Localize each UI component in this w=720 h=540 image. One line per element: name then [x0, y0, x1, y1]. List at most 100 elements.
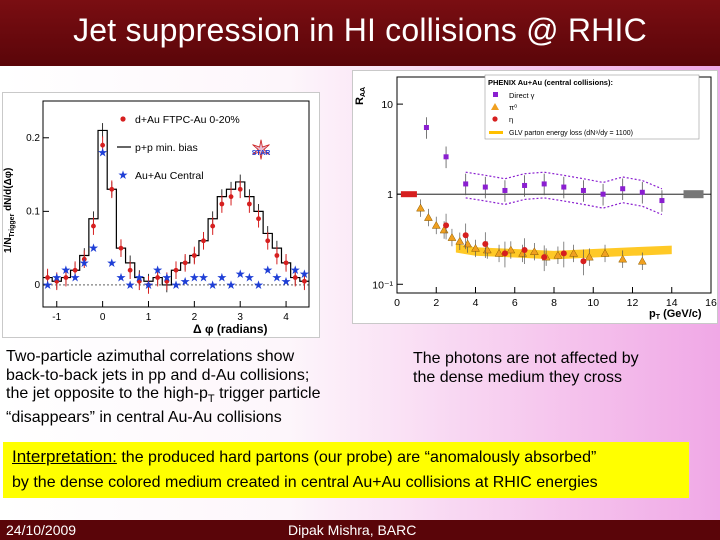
star-auau-point: ★ [70, 271, 81, 285]
star-dau-point [191, 253, 197, 258]
star-dau-point [100, 142, 106, 148]
star-dau-point [54, 278, 60, 284]
phenix-x-tick-label: 6 [512, 297, 518, 309]
right-caption-line: The photons are not affected by [413, 350, 639, 367]
star-logo-label: STAR [252, 150, 271, 157]
phenix-pi0-point [600, 248, 610, 257]
star-auau-point: ★ [235, 267, 246, 281]
star-auau-point: ★ [97, 146, 108, 160]
phenix-direct-point [502, 187, 508, 193]
star-dau-point [292, 275, 298, 280]
star-auau-point: ★ [272, 271, 283, 285]
star-auau-point: ★ [79, 256, 90, 270]
interpretation-box: Interpretation: the produced hard parton… [3, 442, 689, 498]
legend-auau-label: Au+Au Central [135, 170, 204, 182]
star-auau-point: ★ [198, 271, 209, 285]
phenix-x-tick-label: 10 [587, 297, 599, 309]
footer-bar: 24/10/2009 Dipak Mishra, BARC [0, 520, 720, 540]
left-caption-line: “disappears” in central Au-Au collisions [6, 408, 282, 426]
star-y-tick-label: 0 [34, 280, 40, 291]
phenix-legend: PHENIX Au+Au (central collisions): Direct… [484, 74, 700, 140]
phenix-pi0-point [584, 252, 594, 261]
legend-auau-marker: ★ [118, 168, 129, 182]
star-auau-point: ★ [152, 263, 163, 277]
phenix-pi0-point [494, 248, 504, 257]
phenix-direct-point [423, 125, 429, 131]
phenix-direct-point [541, 181, 547, 187]
phenix-x-tick-label: 8 [551, 297, 557, 309]
footer-author: Dipak Mishra, BARC [288, 522, 417, 538]
phenix-y-tick-label: 1 [387, 189, 393, 201]
phenix-eta-point [482, 240, 489, 247]
star-dau-point [146, 282, 151, 288]
phenix-norm-box-left [400, 191, 417, 198]
star-auau-point: ★ [253, 278, 264, 292]
star-dau-point [210, 223, 216, 229]
star-dau-point [283, 260, 289, 266]
phenix-pi0-point [431, 220, 441, 229]
phenix-direct-point [659, 198, 665, 204]
phenix-direct-point [580, 187, 586, 193]
legend-glv-label: GLV parton energy loss (dN⁹/dy = 1100) [509, 130, 633, 137]
phenix-x-tick-label: 12 [627, 297, 639, 309]
star-dau-point [109, 186, 115, 192]
star-auau-point: ★ [189, 271, 200, 285]
phenix-eta-point [541, 254, 548, 261]
star-correlation-chart: -1 0 1 2 3 4 0 0.1 0.2 ★ ★ ★ ★ ★ ★ ★ ★ ★ ★ ★ ★ ★ ★ ★ ★ ★ ★ ★ ★ ★ ★ ★ ★ ★… [2, 92, 320, 338]
phenix-pi0-point [618, 254, 628, 263]
phenix-marks [416, 117, 672, 276]
phenix-pi0-point [447, 233, 457, 241]
star-x-tick-label: -1 [52, 312, 61, 323]
legend-eta-marker [492, 116, 498, 122]
star-dau-point [173, 267, 179, 273]
phenix-xlabel: pT (GeV/c) [649, 308, 702, 321]
phenix-direct-point [561, 184, 567, 190]
star-dau-point [302, 278, 307, 284]
left-caption-line: back-to-back jets in pp and d-Au collisi… [6, 366, 310, 384]
phenix-pi0-point [416, 203, 425, 212]
star-auau-point: ★ [290, 263, 301, 277]
phenix-direct-lower-band [465, 197, 663, 216]
phenix-direct-upper-band [465, 171, 663, 190]
star-marks: ★★★★★★★★★★★★★★★★★★★★★★★★★★★★★ [42, 123, 310, 294]
star-dau-point [182, 260, 188, 266]
star-logo-icon: ✶ [250, 135, 272, 165]
star-dau-point [81, 256, 87, 262]
star-auau-point: ★ [171, 278, 182, 292]
star-auau-point: ★ [244, 271, 255, 285]
phenix-pi0-point [455, 236, 465, 245]
phenix-direct-point [620, 186, 626, 192]
star-dau-point [155, 275, 161, 280]
phenix-x-tick-label: 14 [666, 297, 678, 309]
phenix-eta-point [462, 232, 469, 239]
star-x-tick-label: 4 [283, 312, 289, 323]
star-auau-point: ★ [226, 278, 237, 292]
phenix-eta-point [443, 222, 450, 229]
slide-title: Jet suppression in HI collisions @ RHIC [73, 12, 647, 48]
star-auau-point: ★ [299, 267, 310, 281]
phenix-raa-chart: 0 2 4 6 8 10 12 14 16 10⁻¹ 1 10 PHENIX Au+Au (centr… [352, 70, 718, 324]
phenix-ylabel: RAA [354, 87, 367, 105]
star-x-tick-label: 2 [192, 312, 198, 323]
star-x-tick-label: 0 [100, 312, 106, 323]
star-auau-point: ★ [180, 274, 191, 288]
phenix-x-tick-label: 2 [433, 297, 439, 309]
legend-dau-label: d+Au FTPC-Au 0-20% [135, 114, 240, 126]
left-caption: Two-particle azimuthal correlations show… [6, 348, 366, 427]
legend-dau-marker [120, 116, 126, 122]
star-dau-point [136, 278, 142, 284]
star-xlabel: Δ φ (radians) [193, 322, 268, 336]
phenix-direct-point [639, 189, 645, 195]
legend-pi0-marker [491, 103, 499, 110]
star-dau-point [118, 245, 124, 251]
star-auau-point: ★ [262, 263, 273, 277]
star-auau-point: ★ [134, 271, 145, 285]
star-dau-point [246, 201, 252, 207]
phenix-eta-point [501, 250, 508, 257]
interpretation-heading: Interpretation: [12, 447, 117, 466]
phenix-eta-point [580, 258, 587, 265]
star-legend: d+Au FTPC-Au 0-20% p+p min. bias ★ Au+Au Ce… [117, 114, 272, 182]
phenix-direct-point [522, 182, 528, 188]
right-caption-line: the dense medium they cross [413, 368, 622, 386]
